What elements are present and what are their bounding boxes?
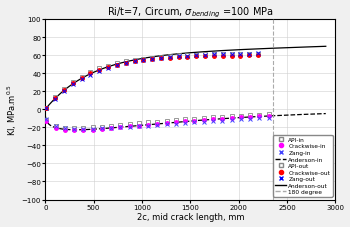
Y-axis label: KI, MPa.m$^{0.5}$: KI, MPa.m$^{0.5}$ <box>6 84 19 136</box>
Title: Ri/t=7, Circum, $\sigma_{bending}$ =100 MPa: Ri/t=7, Circum, $\sigma_{bending}$ =100 … <box>107 5 274 20</box>
X-axis label: 2c, mid crack length, mm: 2c, mid crack length, mm <box>136 212 244 222</box>
Legend: API-in, Crackwise-in, Zang-in, Anderson-in, API-out, Crackwise-out, Zang-out, An: API-in, Crackwise-in, Zang-in, Anderson-… <box>273 135 332 197</box>
